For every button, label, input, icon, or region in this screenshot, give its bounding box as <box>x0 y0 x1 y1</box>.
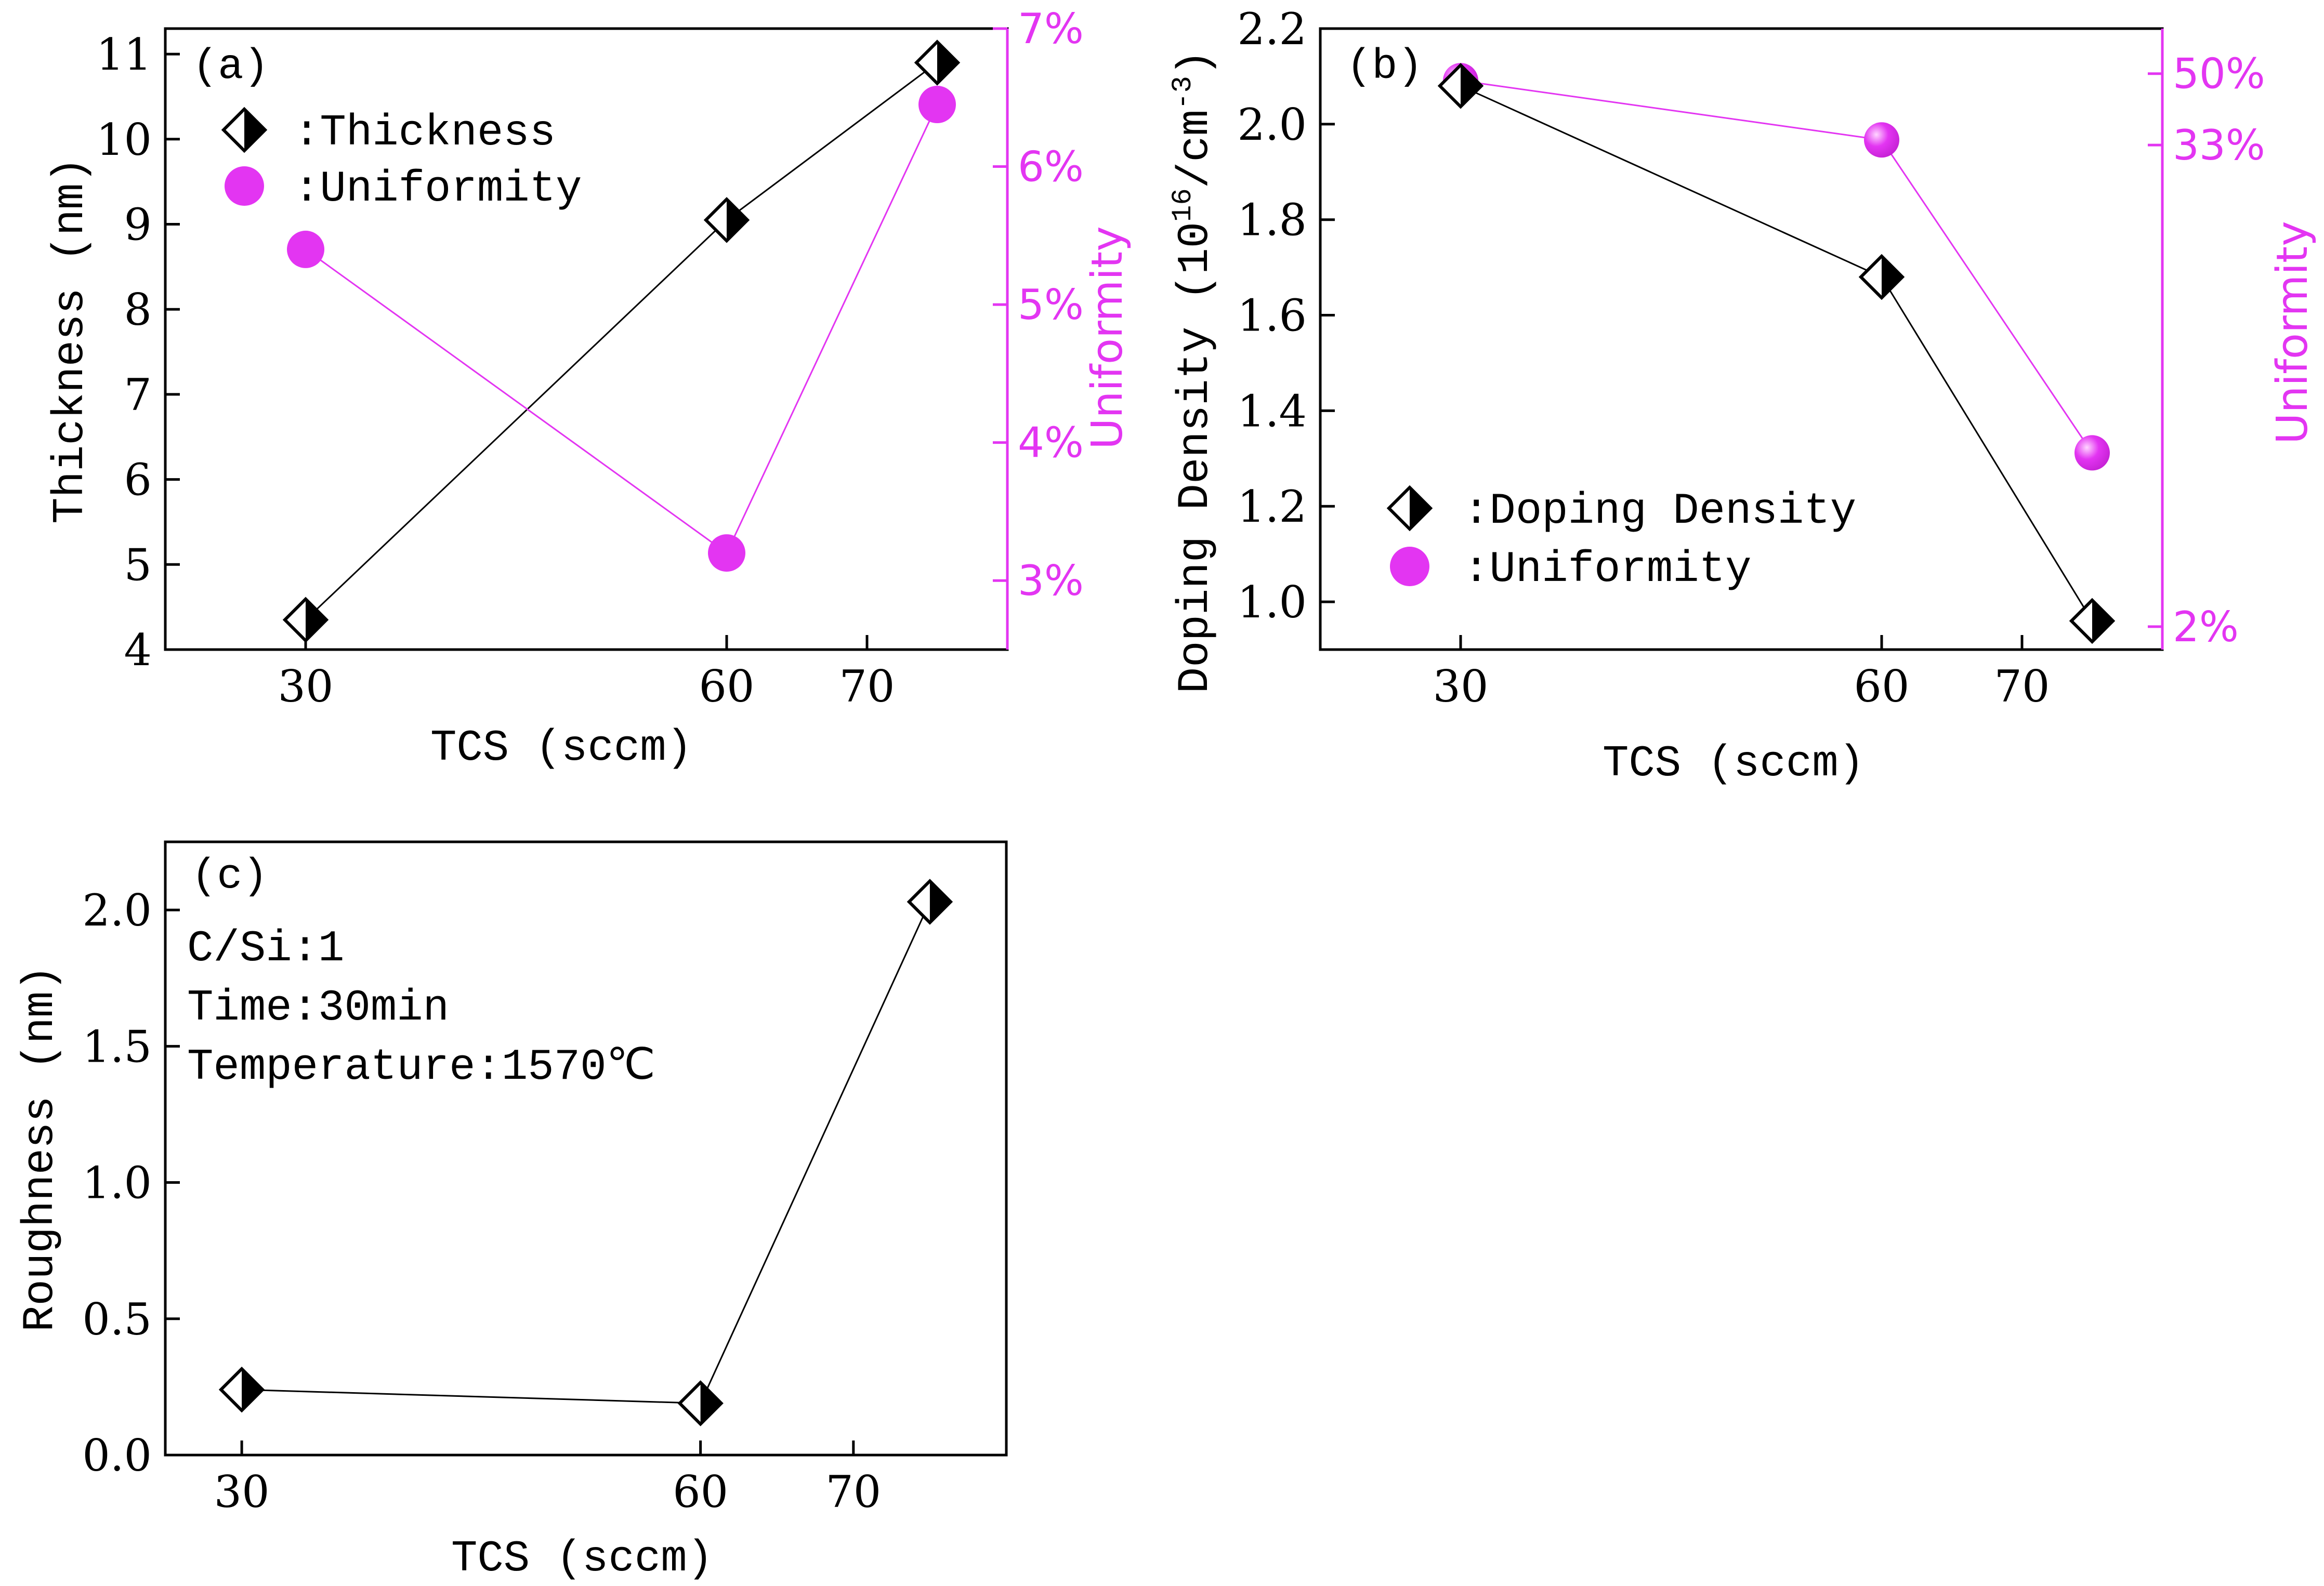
x-tick-label: 30 <box>1433 661 1489 712</box>
y-tick-label: 1.6 <box>1237 290 1307 341</box>
data-point-marker <box>703 197 750 243</box>
y-tick-label: 1.4 <box>1237 386 1307 437</box>
x-axis-title-c: TCS (sccm) <box>451 1535 713 1584</box>
data-point-marker <box>1858 254 1905 300</box>
plot-frame-c <box>164 840 1008 1457</box>
y-axis-title-c: Roughness (nm) <box>16 965 65 1332</box>
series-markers-a <box>282 39 961 643</box>
y-tick-label: 2.0 <box>82 885 152 936</box>
y-tick-label: 4 <box>124 625 152 676</box>
y-axis-title-b-sup1: 16 <box>1167 188 1199 222</box>
series-markers-c <box>218 879 953 1426</box>
legend-thickness-marker <box>221 107 268 153</box>
series-line-primary <box>1460 85 2093 622</box>
x-tick-label: 60 <box>1854 661 1910 712</box>
y-tick-label: 11 <box>96 29 152 80</box>
y2-tick-label: 5% <box>1018 281 1084 329</box>
series-lines-c <box>242 901 931 1404</box>
data-point-marker <box>218 1366 265 1413</box>
series-markers-b <box>1437 63 2116 644</box>
uniformity-point <box>918 86 956 124</box>
ticks-a: 30 60 70 4 5 6 7 8 9 10 11 3% 4% 5% 6% 7% <box>96 5 1084 712</box>
x-tick-label: 30 <box>214 1466 270 1517</box>
panel-a: (a) 30 60 70 4 5 6 7 8 9 10 11 3% 4% 5% 6% 7% :Thicknes… <box>46 5 1132 773</box>
annotation-ratio: C/Si:1 <box>187 924 344 974</box>
y-axis-title-b-part1: Doping Density (10 <box>1171 222 1220 693</box>
data-point-marker <box>1437 63 1484 109</box>
y-tick-label: 10 <box>96 114 152 165</box>
y2-tick-label: 33% <box>2173 121 2265 169</box>
legend-uniformity-marker <box>225 166 264 206</box>
y2-axis-title-b: Uniformity <box>2268 221 2317 444</box>
legend-uniformity-label: :Uniformity <box>294 165 582 214</box>
y2-tick-label: 3% <box>1018 557 1084 605</box>
x-tick-label: 70 <box>839 661 895 712</box>
y2-tick-label: 2% <box>2173 603 2239 651</box>
y-axis-title-b-sup2: -3 <box>1167 76 1199 110</box>
x-tick-label: 60 <box>673 1466 728 1517</box>
y-tick-label: 6 <box>124 455 152 506</box>
y-tick-label: 0.0 <box>82 1430 152 1481</box>
uniformity-point <box>287 230 324 268</box>
y-axis-title-b: Doping Density (1016/cm-3) <box>1167 50 1220 694</box>
data-point-marker <box>677 1380 724 1426</box>
legend-b: :Doping Density :Uniformity <box>1386 485 1856 594</box>
x-tick-label: 30 <box>278 661 334 712</box>
series-line-uniformity <box>1460 80 2093 454</box>
y-tick-label: 7 <box>124 369 152 420</box>
x-axis-title-b: TCS (sccm) <box>1603 739 1865 789</box>
ticks-c: 30 60 70 0.0 0.5 1.0 1.5 2.0 <box>82 885 881 1517</box>
y2-tick-label: 50% <box>2173 50 2265 98</box>
series-lines-b <box>1460 80 2093 622</box>
ticks-b: 30 60 70 1.0 1.2 1.4 1.6 1.8 2.0 2.2 2% 33% 50% <box>1237 4 2265 712</box>
panel-c: (c) C/Si:1 Time:30min Temperature:1570℃ … <box>16 840 1008 1584</box>
legend-doping-marker <box>1386 485 1433 532</box>
uniformity-point <box>1864 122 1899 158</box>
y-tick-label: 0.5 <box>82 1294 152 1345</box>
y-axis-title-a: Thickness (nm) <box>46 157 96 524</box>
uniformity-point <box>708 534 745 572</box>
data-point-marker <box>914 39 961 86</box>
plot-frame-a <box>164 27 1009 651</box>
y2-tick-label: 7% <box>1018 5 1084 53</box>
data-point-marker <box>2069 598 2116 644</box>
uniformity-point <box>2074 435 2110 471</box>
data-point-marker <box>282 597 329 643</box>
y2-tick-label: 4% <box>1018 419 1084 467</box>
x-axis-title-a: TCS (sccm) <box>430 724 692 773</box>
panel-label-a: (a) <box>192 43 269 91</box>
y-tick-label: 8 <box>124 284 152 335</box>
y-tick-label: 2.2 <box>1237 4 1307 55</box>
panel-label-b: (b) <box>1346 43 1423 91</box>
annotation-time: Time:30min <box>187 984 449 1033</box>
legend-uniformity-label-b: :Uniformity <box>1463 545 1752 594</box>
x-tick-label: 60 <box>699 661 755 712</box>
panel-label-c: (c) <box>191 852 268 901</box>
y-tick-label: 2.0 <box>1237 99 1307 150</box>
y-tick-label: 5 <box>124 539 152 590</box>
x-tick-label: 70 <box>1994 661 2050 712</box>
legend-thickness-label: :Thickness <box>294 109 556 158</box>
panel-b: (b) 30 60 701.01.21.41.61.82.02.22%33%50% … <box>1167 4 2317 789</box>
legend-a: :Thickness :Uniformity <box>221 107 582 214</box>
y2-axis-title-a: Uniformity <box>1083 226 1132 449</box>
y-tick-label: 1.2 <box>1237 481 1307 532</box>
y-tick-label: 1.5 <box>82 1021 152 1072</box>
series-line-primary <box>242 901 931 1404</box>
y-tick-label: 1.8 <box>1237 195 1307 246</box>
y-tick-label: 9 <box>124 200 152 250</box>
y-tick-label: 1.0 <box>82 1158 152 1209</box>
y-tick-label: 1.0 <box>1237 577 1307 628</box>
legend-doping-label: :Doping Density <box>1463 487 1856 536</box>
annotation-temperature: Temperature:1570℃ <box>187 1043 655 1092</box>
y-axis-title-b-part3: ) <box>1171 50 1220 76</box>
legend-uniformity-marker-b <box>1390 547 1429 586</box>
y-axis-title-b-part2: /cm <box>1171 110 1220 188</box>
y2-tick-label: 6% <box>1018 143 1084 191</box>
x-tick-label: 70 <box>825 1466 881 1517</box>
data-point-marker <box>907 879 953 925</box>
